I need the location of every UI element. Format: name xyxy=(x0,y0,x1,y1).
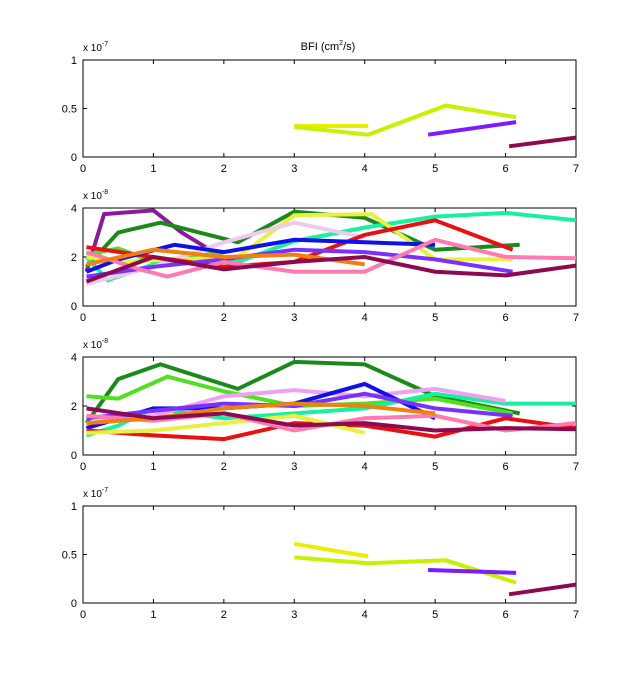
y-exponent-label: x 10-7 xyxy=(83,41,108,54)
x-tick-label: 6 xyxy=(503,312,509,324)
series-line-3 xyxy=(428,568,517,575)
subplot-1: 0 1 2 3 4 5 6 7 0 0.5 1 x 10-7 xyxy=(62,41,579,175)
subplot-2: 0 1 2 3 4 5 6 7 0 2 4 x 10-8 xyxy=(71,189,579,324)
subplots: 0 1 2 3 4 5 6 7 0 0.5 1 x 10-7 0 1 2 3 4 5 6 7 0 2 4 x 10-8 0 1 2 3… xyxy=(62,41,579,621)
x-tick-label: 6 xyxy=(503,461,509,473)
y-tick-label: 0.5 xyxy=(62,550,77,562)
x-tick-label: 2 xyxy=(221,163,227,175)
axes-box xyxy=(82,59,577,158)
y-tick-label: 2 xyxy=(71,401,77,413)
y-exponent-label: x 10-8 xyxy=(83,189,108,202)
x-tick-label: 7 xyxy=(573,461,579,473)
series-line-6 xyxy=(86,220,366,286)
x-tick-label: 1 xyxy=(150,609,156,621)
x-tick-label: 4 xyxy=(362,312,368,324)
y-tick-label: 4 xyxy=(71,352,77,364)
x-tick-label: 6 xyxy=(503,163,509,175)
series-line-11 xyxy=(86,247,365,267)
x-tick-label: 7 xyxy=(573,312,579,324)
subplot-3: 0 1 2 3 4 5 6 7 0 2 4 x 10-8 xyxy=(71,338,579,473)
x-tick-label: 4 xyxy=(362,609,368,621)
axes-box xyxy=(82,505,577,604)
x-tick-label: 1 xyxy=(150,163,156,175)
series-line-1 xyxy=(84,208,239,273)
x-tick-label: 5 xyxy=(432,609,438,621)
x-tick-label: 1 xyxy=(150,312,156,324)
series-line-4 xyxy=(86,386,506,426)
x-tick-label: 5 xyxy=(432,312,438,324)
x-tick-label: 1 xyxy=(150,461,156,473)
subplot-4: 0 1 2 3 4 5 6 7 0 0.5 1 x 10-7 xyxy=(62,487,579,621)
series-line-4 xyxy=(508,582,576,597)
series-group xyxy=(84,208,576,286)
series-line-4 xyxy=(508,135,576,149)
series-line-9 xyxy=(86,247,513,279)
series-line-8 xyxy=(86,413,366,435)
y-tick-label: 4 xyxy=(71,203,77,215)
series-group xyxy=(293,541,576,597)
x-tick-label: 0 xyxy=(80,312,86,324)
x-tick-label: 3 xyxy=(291,609,297,621)
x-tick-label: 3 xyxy=(291,461,297,473)
series-group xyxy=(84,359,576,442)
series-line-10 xyxy=(86,401,436,426)
y-tick-label: 0 xyxy=(71,301,77,313)
x-tick-label: 5 xyxy=(432,163,438,175)
x-tick-label: 3 xyxy=(291,163,297,175)
chart-title: BFI (cm2/s) xyxy=(301,40,356,53)
x-tick-label: 4 xyxy=(362,461,368,473)
y-exponent-label: x 10-8 xyxy=(83,338,108,351)
series-line-2 xyxy=(86,374,513,416)
x-tick-label: 2 xyxy=(221,312,227,324)
x-tick-label: 7 xyxy=(573,609,579,621)
series-line-3 xyxy=(427,120,517,137)
x-tick-label: 0 xyxy=(80,609,86,621)
series-line-11 xyxy=(86,406,576,433)
x-tick-label: 5 xyxy=(432,461,438,473)
x-tick-label: 4 xyxy=(362,163,368,175)
x-tick-label: 2 xyxy=(221,461,227,473)
x-tick-label: 3 xyxy=(291,312,297,324)
series-line-12 xyxy=(85,254,576,284)
y-tick-label: 0 xyxy=(71,450,77,462)
series-line-2 xyxy=(294,103,517,137)
series-line-10 xyxy=(85,237,576,279)
y-tick-label: 0 xyxy=(71,598,77,610)
y-tick-label: 0.5 xyxy=(62,104,77,116)
y-tick-label: 1 xyxy=(71,501,77,513)
x-tick-label: 6 xyxy=(503,609,509,621)
y-tick-label: 1 xyxy=(71,55,77,67)
y-tick-label: 0 xyxy=(71,152,77,164)
x-tick-label: 0 xyxy=(80,163,86,175)
x-tick-label: 2 xyxy=(221,609,227,621)
series-line-1 xyxy=(293,541,369,559)
y-tick-label: 2 xyxy=(71,252,77,264)
x-tick-label: 7 xyxy=(573,163,579,175)
y-exponent-label: x 10-7 xyxy=(83,487,108,500)
x-tick-label: 0 xyxy=(80,461,86,473)
series-group xyxy=(294,103,576,149)
series-line-6 xyxy=(86,391,513,421)
